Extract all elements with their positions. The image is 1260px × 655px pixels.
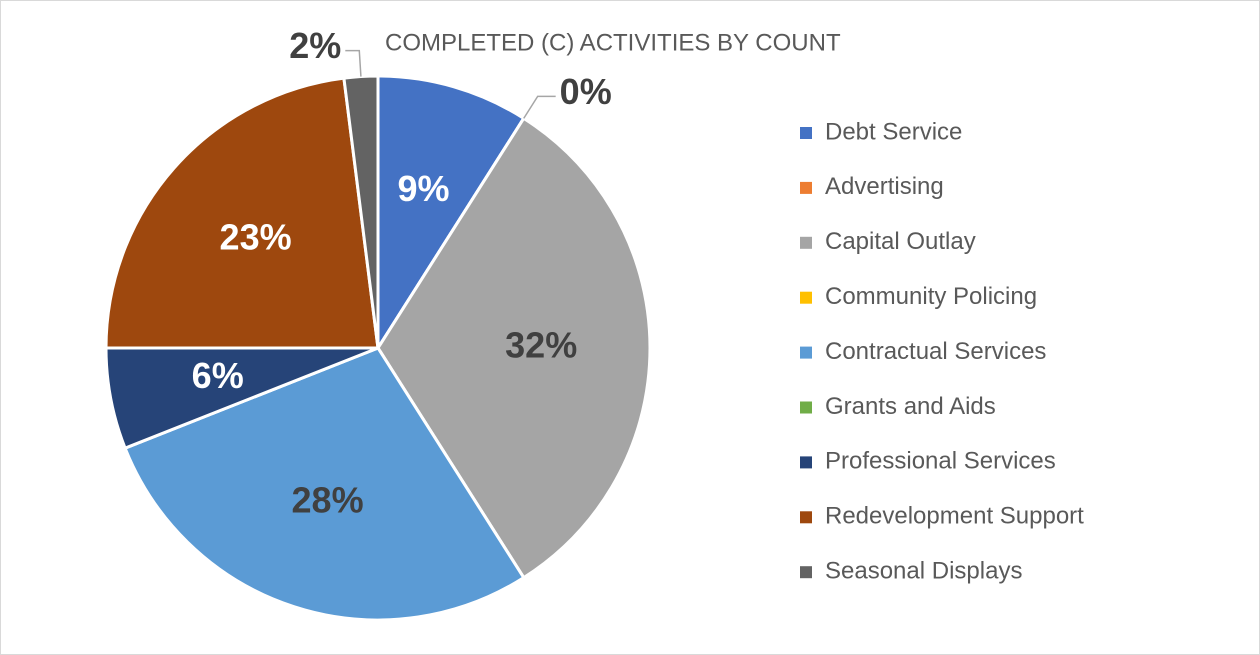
legend-swatch: [800, 346, 812, 359]
data-label: 2%: [289, 25, 341, 66]
chart-title: COMPLETED (C) ACTIVITIES BY COUNT: [385, 29, 841, 56]
legend-swatch: [800, 236, 812, 249]
data-label: 32%: [505, 325, 577, 366]
legend-label: Contractual Services: [825, 338, 1046, 365]
legend-label: Capital Outlay: [825, 228, 976, 255]
legend-label: Advertising: [825, 173, 944, 200]
legend-swatch: [800, 127, 812, 139]
pie-slice: [104, 76, 380, 350]
legend-swatch: [800, 401, 812, 414]
legend-label: Professional Services: [825, 448, 1056, 475]
pie-slice: [376, 74, 526, 354]
legend-label: Debt Service: [825, 118, 962, 145]
data-label: 28%: [292, 480, 364, 521]
legend-swatch: [800, 456, 812, 469]
legend-swatch: [800, 181, 812, 194]
leader-line: [523, 95, 556, 119]
legend-label: Seasonal Displays: [825, 558, 1022, 585]
leader-line: [345, 49, 362, 77]
legend-swatch: [800, 566, 812, 579]
pie-slice: [123, 346, 526, 622]
legend-label: Community Policing: [825, 283, 1037, 310]
legend-label: Grants and Aids: [825, 393, 996, 420]
data-label: 23%: [220, 217, 292, 258]
pie-slice: [376, 116, 652, 580]
legend-label: Redevelopment Support: [825, 503, 1084, 530]
data-label: 6%: [192, 355, 244, 396]
data-label: 0%: [560, 71, 612, 112]
legend-swatch: [800, 291, 812, 304]
legend-swatch: [800, 511, 812, 524]
data-label: 9%: [398, 168, 450, 209]
